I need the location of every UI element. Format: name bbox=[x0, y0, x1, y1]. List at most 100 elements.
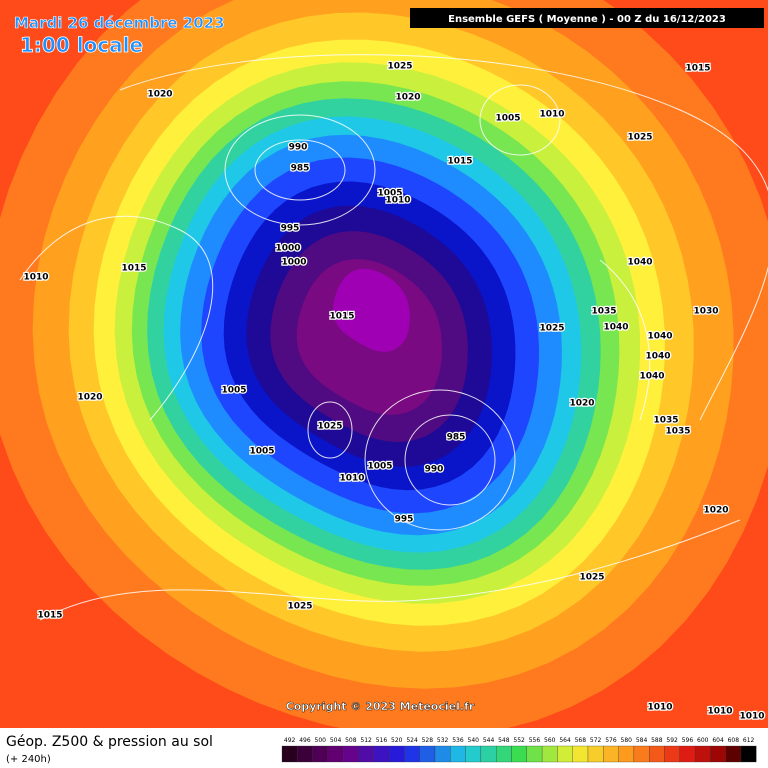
copyright: Copyright © 2023 Meteociel.fr bbox=[286, 700, 475, 713]
legend-value: 496 bbox=[299, 737, 311, 744]
pressure-label: 1015 bbox=[329, 312, 354, 322]
legend-swatch bbox=[358, 745, 374, 763]
legend-swatch bbox=[388, 745, 405, 763]
legend-value: 552 bbox=[513, 737, 525, 744]
pressure-label: 1005 bbox=[377, 189, 402, 199]
pressure-label: 990 bbox=[289, 143, 308, 153]
legend-swatch bbox=[343, 745, 359, 763]
legend-value: 580 bbox=[621, 737, 633, 744]
pressure-label: 1025 bbox=[387, 62, 412, 72]
pressure-label: 1010 bbox=[647, 703, 672, 713]
legend-value: 540 bbox=[468, 737, 480, 744]
legend-value: 560 bbox=[544, 737, 556, 744]
legend-swatch bbox=[649, 745, 665, 763]
pressure-label: 1010 bbox=[707, 707, 732, 717]
legend-value: 536 bbox=[452, 737, 464, 744]
legend-swatch bbox=[434, 745, 451, 763]
legend-swatch bbox=[679, 745, 696, 763]
legend-swatch bbox=[480, 745, 497, 763]
pressure-label: 1015 bbox=[447, 157, 472, 167]
legend-value: 504 bbox=[330, 737, 342, 744]
legend-value: 564 bbox=[559, 737, 571, 744]
pressure-label: 1020 bbox=[147, 90, 172, 100]
pressure-label: 995 bbox=[395, 515, 414, 525]
pressure-label: 1035 bbox=[653, 416, 678, 426]
pressure-label: 1025 bbox=[287, 602, 312, 612]
color-legend: 492 496 500 504 508 512 516 520 524 528 532 536 540 5… bbox=[281, 737, 757, 763]
legend-swatch bbox=[710, 745, 726, 763]
legend-value: 532 bbox=[437, 737, 449, 744]
legend-value: 500 bbox=[315, 737, 327, 744]
pressure-label: 1040 bbox=[645, 352, 670, 362]
pressure-label: 995 bbox=[281, 224, 300, 234]
legend-value: 592 bbox=[666, 737, 678, 744]
footer-title: Géop. Z500 & pression au sol bbox=[6, 734, 213, 750]
legend-swatch bbox=[373, 745, 390, 763]
legend-swatch bbox=[557, 745, 573, 763]
legend-value: 572 bbox=[590, 737, 602, 744]
pressure-label: 990 bbox=[425, 465, 444, 475]
legend-value: 508 bbox=[345, 737, 357, 744]
pressure-label: 1025 bbox=[579, 573, 604, 583]
pressure-label: 1025 bbox=[627, 133, 652, 143]
pressure-label: 1015 bbox=[121, 264, 146, 274]
legend-value: 576 bbox=[605, 737, 617, 744]
pressure-label: 1005 bbox=[221, 386, 246, 396]
pressure-label: 1000 bbox=[281, 258, 306, 268]
pressure-label: 1025 bbox=[317, 422, 342, 432]
legend-swatch bbox=[541, 745, 558, 763]
legend-value: 516 bbox=[376, 737, 388, 744]
isobars bbox=[19, 54, 768, 621]
pressure-label: 1010 bbox=[539, 110, 564, 120]
legend-swatch bbox=[327, 745, 344, 763]
legend-value: 544 bbox=[483, 737, 495, 744]
legend-swatch bbox=[618, 745, 635, 763]
legend-swatch bbox=[526, 745, 543, 763]
legend-value: 584 bbox=[636, 737, 648, 744]
legend-swatch bbox=[419, 745, 436, 763]
local-time: 1:00 locale bbox=[20, 33, 143, 57]
legend-swatch bbox=[450, 745, 466, 763]
pressure-label: 1010 bbox=[385, 196, 410, 206]
pressure-label: 985 bbox=[291, 164, 310, 174]
legend-value: 608 bbox=[728, 737, 740, 744]
model-info: Ensemble GEFS ( Moyenne ) - 00 Z du 16/1… bbox=[448, 14, 726, 25]
pressure-label: 1040 bbox=[603, 323, 628, 333]
legend-value: 612 bbox=[743, 737, 755, 744]
legend-swatch bbox=[740, 745, 757, 763]
forecast-date: Mardi 26 décembre 2023 bbox=[14, 14, 225, 32]
pressure-label: 1025 bbox=[539, 324, 564, 334]
footer-subtitle: (+ 240h) bbox=[6, 754, 51, 765]
legend-value: 604 bbox=[712, 737, 724, 744]
pressure-label: 1035 bbox=[665, 427, 690, 437]
legend-swatch bbox=[603, 745, 619, 763]
legend-value: 492 bbox=[284, 737, 296, 744]
legend-value: 596 bbox=[682, 737, 694, 744]
legend-value: 524 bbox=[406, 737, 418, 744]
pressure-label: 1020 bbox=[703, 506, 728, 516]
legend-swatch bbox=[725, 745, 742, 763]
legend-swatch bbox=[281, 745, 298, 763]
pressure-label: 1020 bbox=[395, 93, 420, 103]
legend-swatch bbox=[633, 745, 650, 763]
pressure-label: 1010 bbox=[339, 474, 364, 484]
legend-swatch bbox=[496, 745, 512, 763]
pressure-label: 1020 bbox=[77, 393, 102, 403]
legend-swatch bbox=[694, 745, 711, 763]
pressure-label: 1010 bbox=[739, 712, 764, 722]
legend-swatch bbox=[572, 745, 589, 763]
legend-swatch bbox=[511, 745, 527, 763]
model-box bbox=[410, 8, 764, 28]
legend-swatch bbox=[587, 745, 604, 763]
pressure-label: 1040 bbox=[627, 258, 652, 268]
legend-value: 556 bbox=[529, 737, 541, 744]
legend-value: 588 bbox=[651, 737, 663, 744]
legend-swatch bbox=[312, 745, 329, 763]
legend-swatch bbox=[297, 745, 313, 763]
pressure-label: 1015 bbox=[37, 611, 62, 621]
pressure-label: 1005 bbox=[249, 447, 274, 457]
legend-swatch bbox=[404, 745, 420, 763]
pressure-label: 1005 bbox=[367, 462, 392, 472]
